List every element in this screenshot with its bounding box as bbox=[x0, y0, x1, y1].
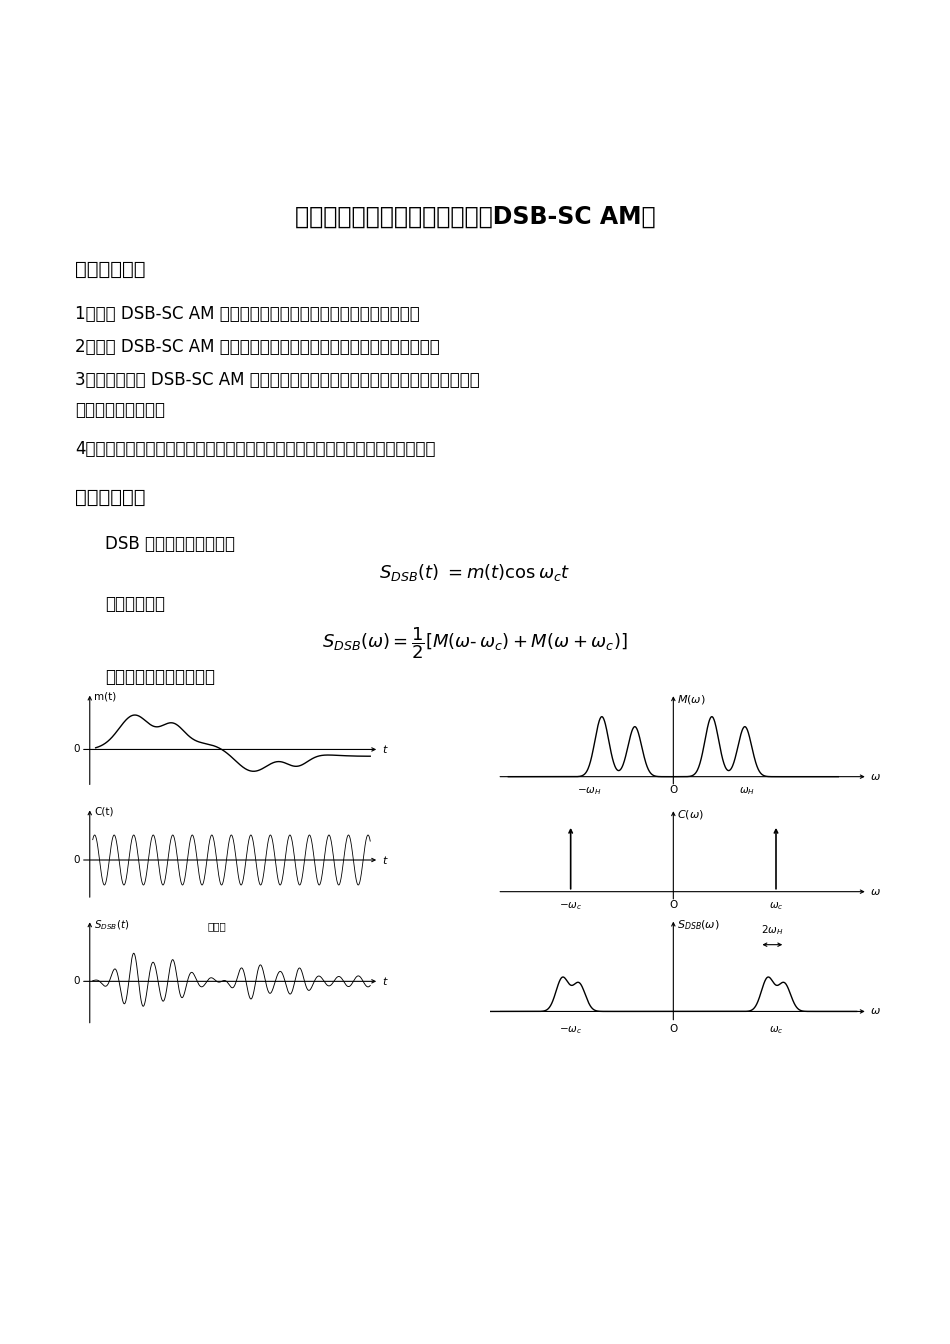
Text: $\omega$: $\omega$ bbox=[869, 1007, 881, 1016]
Text: $-\omega_c$: $-\omega_c$ bbox=[559, 1024, 582, 1036]
Text: 二、实验原理: 二、实验原理 bbox=[75, 488, 145, 507]
Text: $\omega$: $\omega$ bbox=[869, 771, 881, 782]
Text: 频域表达式为: 频域表达式为 bbox=[105, 595, 165, 613]
Text: O: O bbox=[669, 1024, 677, 1035]
Text: $\omega_H$: $\omega_H$ bbox=[739, 785, 754, 797]
Text: $-\omega_c$: $-\omega_c$ bbox=[559, 900, 582, 911]
Text: 2、了解 DSB-SC AM 信号波形以及振幅频谱特点，并掌握其测量方法。: 2、了解 DSB-SC AM 信号波形以及振幅频谱特点，并掌握其测量方法。 bbox=[75, 337, 440, 356]
Text: O: O bbox=[669, 900, 677, 910]
Text: $S_{DSB}(\omega)$: $S_{DSB}(\omega)$ bbox=[677, 919, 720, 933]
Text: 0: 0 bbox=[73, 855, 80, 866]
Text: $t$: $t$ bbox=[382, 743, 389, 755]
Text: $S_{DSB}(t)\ =m(t)\cos\omega_c t$: $S_{DSB}(t)\ =m(t)\cos\omega_c t$ bbox=[379, 562, 571, 583]
Text: $t$: $t$ bbox=[382, 853, 389, 866]
Text: $\omega_c$: $\omega_c$ bbox=[769, 1024, 784, 1036]
Text: 0: 0 bbox=[73, 976, 80, 986]
Text: $t$: $t$ bbox=[382, 976, 389, 988]
Text: $M(\omega)$: $M(\omega)$ bbox=[677, 694, 706, 707]
Text: 3、了解在发送 DSB-SC AM 信号加导频分量的条件下，收端用锁相环提取载波的: 3、了解在发送 DSB-SC AM 信号加导频分量的条件下，收端用锁相环提取载波… bbox=[75, 371, 480, 388]
Text: 原理及其实现方法。: 原理及其实现方法。 bbox=[75, 401, 165, 419]
Text: $C(\omega)$: $C(\omega)$ bbox=[677, 808, 704, 821]
Text: $-\omega_H$: $-\omega_H$ bbox=[577, 785, 601, 797]
Text: $S_{DSB}(t)$: $S_{DSB}(t)$ bbox=[94, 918, 129, 931]
Text: DSB 信号的时域表达式为: DSB 信号的时域表达式为 bbox=[105, 535, 235, 552]
Text: $2\omega_H$: $2\omega_H$ bbox=[761, 923, 784, 937]
Text: 一、实验目的: 一、实验目的 bbox=[75, 259, 145, 280]
Text: $\omega$: $\omega$ bbox=[869, 887, 881, 896]
Text: C(t): C(t) bbox=[94, 806, 114, 816]
Text: m(t): m(t) bbox=[94, 691, 117, 702]
Text: 实验一：双边带抑制载波调幅（DSB-SC AM）: 实验一：双边带抑制载波调幅（DSB-SC AM） bbox=[294, 206, 656, 228]
Text: O: O bbox=[669, 785, 677, 796]
Text: $S_{DSB}(\omega)=\dfrac{1}{2}[M(\omega\text{-}\,\omega_{c})+M(\omega+\omega_{c}): $S_{DSB}(\omega)=\dfrac{1}{2}[M(\omega\t… bbox=[322, 625, 628, 661]
Text: $\omega_c$: $\omega_c$ bbox=[769, 900, 784, 911]
Text: 4、掌握锁相环的同步带和捕捉带的测量方法，掌握锁相环提取载波的调试方法。: 4、掌握锁相环的同步带和捕捉带的测量方法，掌握锁相环提取载波的调试方法。 bbox=[75, 439, 435, 458]
Text: 反相点: 反相点 bbox=[208, 922, 227, 931]
Text: 其波形和频谱如下图所示: 其波形和频谱如下图所示 bbox=[105, 668, 215, 685]
Text: 1、了解 DSB-SC AM 信号的产生以及相干解调的原理和实现方法。: 1、了解 DSB-SC AM 信号的产生以及相干解调的原理和实现方法。 bbox=[75, 305, 420, 323]
Text: 0: 0 bbox=[73, 745, 80, 754]
